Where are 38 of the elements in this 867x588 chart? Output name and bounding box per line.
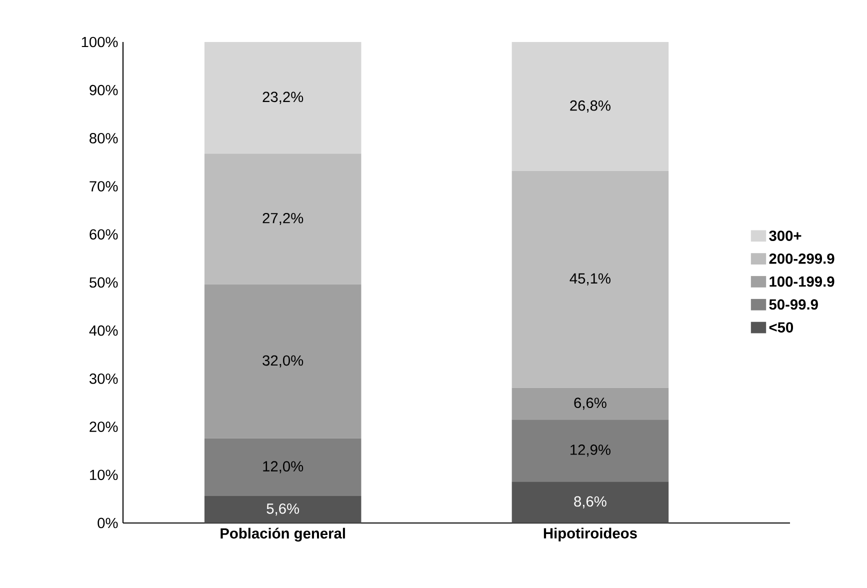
y-tick-label: 60% [90,229,118,240]
bar [204,496,362,523]
legend-label: 200-299.9 [769,253,834,264]
legend-label: 300+ [769,230,802,241]
data-label: 12,9% [570,444,610,457]
data-label: 6,6% [574,398,606,410]
data-label: 5,6% [266,503,300,516]
data-label: 45,1% [570,273,610,286]
bar [204,42,362,154]
y-tick-label: 30% [90,374,118,384]
y-tick-label: 10% [90,470,118,480]
y-tick-label: 40% [89,325,118,336]
y-tick-label: 90% [90,84,118,96]
data-label: 27,2% [262,212,304,226]
legend-label: <50 [769,322,794,333]
bar [512,42,669,171]
bar [512,482,669,523]
y-tick-label: 0% [98,518,118,528]
data-label: 26,8% [570,100,610,113]
y-tick-label: 70% [90,181,118,192]
y-tick-label: 80% [90,133,118,144]
x-tick-label: Hipotiroideos [544,528,637,542]
bar [512,388,669,420]
bar [512,420,669,482]
bar [204,284,362,438]
legend-label: 50-99.9 [769,299,818,310]
data-label: 32,0% [262,355,304,368]
data-label: 8,6% [574,496,606,508]
y-tick-label: 100% [82,36,118,48]
bar [204,438,362,496]
data-label: 23,2% [262,92,304,104]
x-tick-label: Población general [220,528,345,542]
legend-label: 100-199.9 [770,276,834,287]
y-tick-label: 50% [90,277,118,288]
bar [512,170,669,388]
data-label: 12,0% [263,461,304,474]
bar [204,154,362,284]
y-tick-label: 20% [90,422,118,432]
